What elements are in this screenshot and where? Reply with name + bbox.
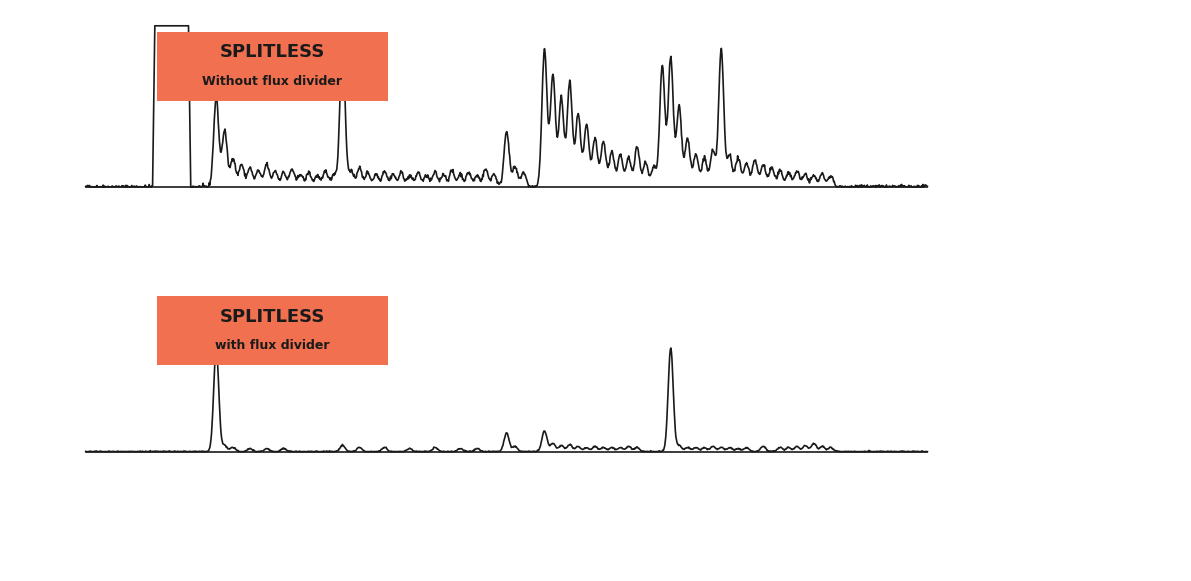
Text: SPLITLESS: SPLITLESS bbox=[220, 43, 325, 61]
Text: Without flux divider: Without flux divider bbox=[202, 75, 343, 88]
Text: with flux divider: with flux divider bbox=[216, 339, 330, 353]
FancyBboxPatch shape bbox=[157, 296, 388, 365]
Text: SPLITLESS: SPLITLESS bbox=[220, 308, 325, 326]
FancyBboxPatch shape bbox=[157, 31, 388, 101]
